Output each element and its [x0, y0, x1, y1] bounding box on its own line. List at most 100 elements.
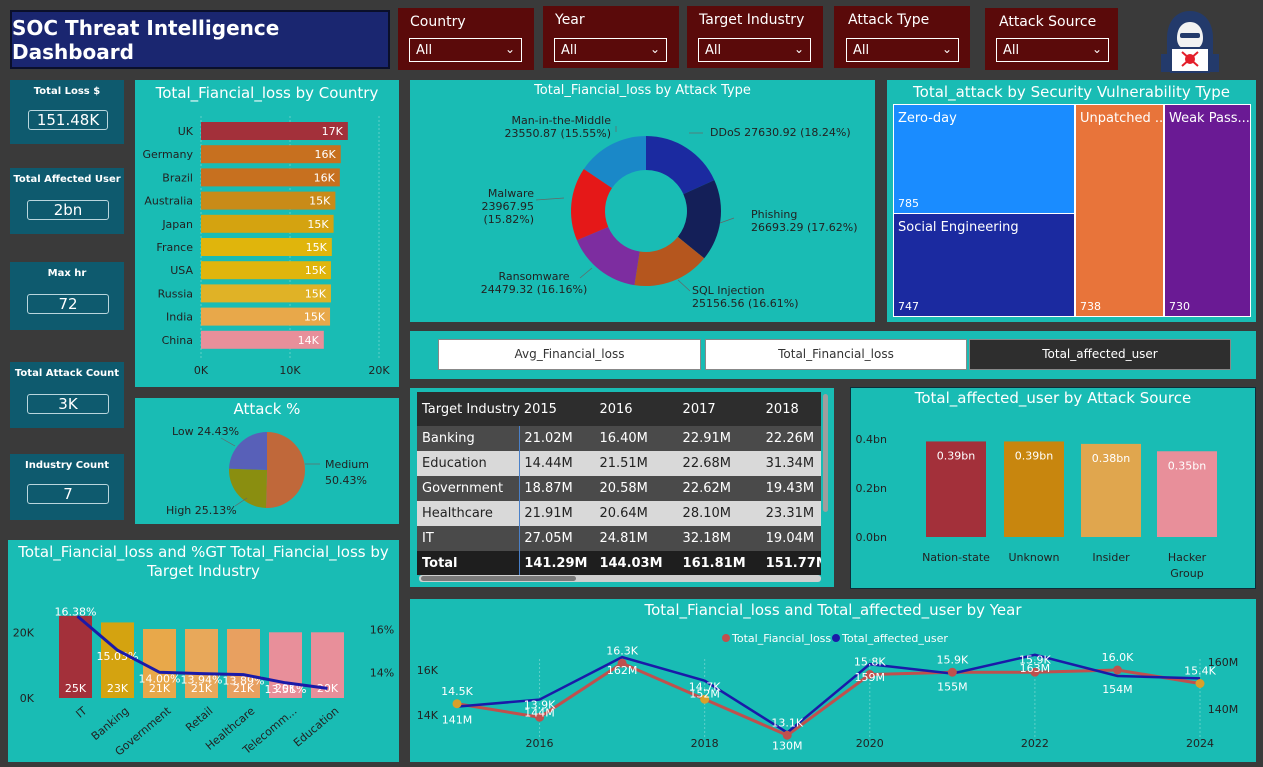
donut-label-detail: 26693.29 (17.62%)	[751, 221, 858, 234]
industry-loss-panel: Total_Fiancial_loss and %GT Total_Fianci…	[8, 540, 399, 762]
data-label: 152M	[689, 688, 720, 701]
leader-line	[234, 497, 248, 507]
chevron-down-icon: ⌄	[941, 42, 952, 56]
leader-line	[579, 267, 593, 279]
filter-country[interactable]: Country All ⌄	[398, 8, 534, 70]
point-loss	[1030, 667, 1040, 677]
country-bar-chart: UK 17K Germany 16K Brazil 16K Australia 15K Japa…	[142, 116, 390, 377]
filter-select[interactable]: All ⌄	[996, 38, 1109, 62]
series-line-loss	[456, 661, 1201, 737]
column-header[interactable]: 2017	[682, 401, 716, 417]
filter-attack-source[interactable]: Attack Source All ⌄	[985, 8, 1118, 70]
bar	[201, 214, 334, 233]
pie-slice	[229, 432, 267, 470]
tick-label: 2020	[856, 737, 884, 750]
category-label: Retail	[183, 704, 215, 734]
treemap-cell-zero-day[interactable]: Zero-day 785	[893, 104, 1075, 214]
attack-pct-pie	[220, 432, 320, 508]
treemap-cell-social-engineering[interactable]: Social Engineering 747	[893, 213, 1075, 317]
matrix-table: Target Industry 2015 2016 2017 2018 2019…	[417, 392, 821, 575]
data-label: 15K	[307, 218, 329, 231]
point-loss	[617, 658, 627, 668]
horizontal-scrollbar[interactable]	[419, 575, 821, 582]
tab-avg-financial-loss[interactable]: Avg_Financial_loss	[438, 339, 701, 370]
point-loss	[865, 670, 875, 679]
donut-label-name: Phishing	[751, 208, 798, 221]
bar	[201, 191, 336, 210]
kpi-label: Industry Count	[24, 460, 109, 471]
donut-label-phishing: Phishing 26693.29 (17.62%)	[751, 208, 858, 234]
bar	[201, 122, 348, 140]
bar	[201, 261, 331, 280]
bar	[143, 629, 176, 698]
column-header[interactable]: 2018	[765, 401, 799, 417]
donut-label-detail: 23967.95 (15.82%)	[481, 200, 535, 226]
tick-label: 160M	[1208, 656, 1239, 669]
filter-value: All	[705, 43, 722, 58]
table-cell: 21.91M	[524, 506, 573, 521]
chart-title-line: Total_Fiancial_loss and %GT Total_Fianci…	[18, 543, 389, 561]
chevron-down-icon: ⌄	[793, 42, 804, 56]
table-cell: 16.40M	[599, 431, 648, 446]
filter-select[interactable]: All ⌄	[698, 38, 811, 62]
filter-select[interactable]: All ⌄	[846, 38, 959, 62]
vertical-scrollbar[interactable]	[823, 394, 828, 512]
total-cell: 144.03M	[599, 556, 663, 571]
point-loss	[535, 712, 545, 722]
filter-attack-type[interactable]: Attack Type All ⌄	[834, 6, 970, 68]
bar	[227, 629, 260, 698]
column-header[interactable]: Target Industry	[422, 401, 520, 417]
table-cell: 22.62M	[682, 481, 731, 496]
chart-title: Total_attack by Security Vulnerability T…	[913, 83, 1230, 101]
data-label: 15.9K	[936, 653, 968, 666]
data-label: 14K	[298, 334, 320, 347]
leader-line	[719, 217, 735, 224]
filter-select[interactable]: All ⌄	[409, 38, 522, 62]
point-loss	[947, 667, 957, 677]
data-label: 14.7K	[689, 680, 721, 693]
category-label: China	[162, 334, 193, 347]
treemap-cell-unpatched[interactable]: Unpatched ... 738	[1075, 104, 1168, 317]
donut-label-name: Ransomware	[498, 270, 570, 283]
bar	[201, 145, 341, 164]
kpi-value: 3K	[27, 394, 109, 414]
row-header-cell: Healthcare	[417, 501, 521, 526]
series-line-users	[456, 653, 1201, 735]
tab-total-financial-loss[interactable]: Total_Financial_loss	[705, 339, 967, 370]
treemap-cell-weak-password[interactable]: Weak Pass... 730	[1164, 104, 1251, 317]
donut-slice	[634, 236, 705, 286]
bar	[201, 238, 332, 256]
column-header[interactable]: 2016	[599, 401, 633, 417]
year-line-chart: Total_Fiancial_loss Total_affected_user 16…	[417, 632, 1239, 753]
data-label: 25K	[65, 682, 87, 695]
filter-year[interactable]: Year All ⌄	[543, 6, 679, 68]
bar	[269, 632, 302, 698]
tick-label: 0.2bn	[856, 482, 887, 495]
filter-select[interactable]: All ⌄	[554, 38, 667, 62]
bar	[185, 629, 218, 698]
row-header-cell: IT	[417, 526, 521, 551]
donut-label-detail: 24479.32 (16.16%)	[480, 283, 588, 296]
chart-title: Attack %	[233, 400, 301, 418]
row-header-cell: Government	[417, 476, 521, 501]
data-label: 14.5K	[441, 685, 473, 698]
donut-label-name: SQL Injection	[692, 284, 765, 297]
chart-title: Total_Fiancial_loss by Attack Type	[534, 83, 751, 98]
chevron-down-icon: ⌄	[649, 42, 660, 56]
filter-label: Year	[555, 12, 585, 28]
tab-total-affected-user[interactable]: Total_affected_user	[969, 339, 1231, 370]
kpi-value: 151.48K	[28, 110, 108, 130]
filter-target-industry[interactable]: Target Industry All ⌄	[687, 6, 823, 68]
point-loss	[1195, 679, 1205, 688]
scrollbar-thumb[interactable]	[421, 576, 576, 581]
column-header[interactable]: 2015	[523, 401, 557, 417]
donut-label-name: Malware	[487, 187, 534, 200]
data-label: 15K	[309, 195, 331, 208]
treemap-cell-label: Unpatched ...	[1080, 111, 1168, 126]
